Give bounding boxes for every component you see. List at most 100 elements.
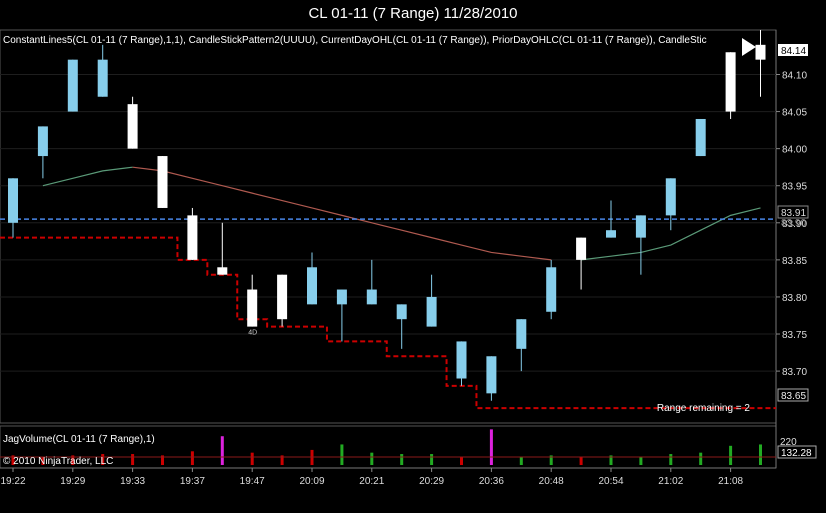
candle	[606, 200, 616, 238]
candle-body	[37, 126, 48, 157]
y-tick-label: 84.10	[782, 70, 807, 81]
candle	[247, 274, 258, 327]
volume-value-box	[777, 445, 817, 459]
price-y-axis: 84.10 84.05 84.00 83.95 83.90 83.85 83.80 83.75…	[776, 70, 807, 378]
low-line-label-box	[777, 388, 809, 402]
candle-body	[576, 237, 587, 260]
y-tick-label: 83.80	[782, 293, 807, 304]
volume-bar	[549, 455, 553, 465]
candle-body	[366, 289, 377, 305]
volume-bar	[370, 452, 374, 465]
volume-bar	[460, 456, 463, 465]
candle-body	[187, 215, 198, 260]
x-tick-label: 21:02	[658, 476, 683, 487]
y-tick-label: 84.05	[782, 108, 807, 119]
x-tick-label: 20:36	[479, 476, 504, 487]
x-tick-label: 20:21	[359, 476, 384, 487]
candle-body	[157, 156, 168, 208]
volume-bar	[609, 455, 613, 465]
volume-bar	[639, 456, 643, 465]
indicators-label: ConstantLines5(CL 01-11 (7 Range),1,1), …	[3, 35, 707, 46]
x-tick-label: 19:29	[60, 476, 85, 487]
candle-body	[456, 341, 467, 379]
x-tick-label: 20:48	[539, 476, 564, 487]
y-tick-label: 83.70	[782, 367, 807, 378]
candle	[97, 44, 108, 97]
moving-average	[42, 166, 761, 261]
volume-bar	[11, 455, 15, 465]
pattern-marker: 4D	[248, 330, 257, 337]
x-tick-label: 21:08	[718, 476, 743, 487]
volume-bar	[190, 451, 194, 465]
y-tick-label: 83.85	[782, 256, 807, 267]
current-day-low-line	[0, 236, 776, 410]
candle	[37, 126, 48, 179]
ma-segment-green	[581, 207, 761, 261]
candle	[426, 274, 437, 327]
y-tick-label: 84.00	[782, 145, 807, 156]
volume-value-label: 132.28	[781, 448, 812, 459]
candle	[336, 289, 347, 342]
volume-bar	[161, 455, 164, 465]
x-tick-label: 20:29	[419, 476, 444, 487]
candle-body	[725, 52, 736, 112]
candle	[635, 215, 646, 275]
candle-body	[97, 59, 108, 97]
volume-bar	[759, 444, 762, 465]
candle	[486, 356, 497, 401]
volume-label: JagVolume(CL 01-11 (7 Range),1)	[3, 434, 155, 445]
x-tick-label: 20:54	[598, 476, 623, 487]
volume-bar	[71, 455, 75, 465]
volume-bar	[430, 454, 434, 465]
volume-bar	[729, 445, 733, 465]
y-tick-label: 83.95	[782, 182, 807, 193]
candle	[456, 341, 467, 386]
volume-bar	[280, 455, 284, 465]
volume-bar	[489, 429, 493, 465]
candle	[127, 96, 138, 149]
candle-body	[665, 178, 676, 216]
volume-bar	[519, 456, 523, 465]
candle-body	[336, 289, 347, 305]
play-marker-icon[interactable]	[742, 38, 756, 56]
candle-body	[217, 267, 228, 275]
candle-body	[396, 304, 407, 320]
candle-body	[546, 267, 557, 312]
volume-panel-border	[0, 425, 777, 469]
volume-bar	[220, 436, 224, 465]
candle	[725, 52, 736, 119]
candle	[277, 274, 288, 327]
price-grid	[0, 73, 776, 372]
candle	[396, 304, 407, 349]
volume-bar	[250, 452, 254, 465]
candle-body	[516, 319, 527, 349]
candle	[576, 237, 587, 290]
copyright-label: © 2010 NinjaTrader, LLC	[3, 456, 113, 467]
candle	[755, 30, 766, 97]
last-price-box	[778, 44, 808, 56]
candle	[665, 178, 676, 231]
candle	[695, 118, 706, 157]
volume-bar	[699, 452, 703, 465]
chart-title: CL 01-11 (7 Range) 11/28/2010	[308, 5, 517, 22]
candle	[307, 252, 317, 305]
candles	[8, 30, 766, 401]
volume-bar	[131, 454, 135, 465]
candle	[157, 156, 168, 208]
candle	[546, 259, 557, 320]
candle-body	[67, 59, 78, 112]
candle-body	[486, 356, 497, 394]
x-tick-label: 19:22	[0, 476, 25, 487]
x-tick-label: 19:33	[120, 476, 145, 487]
volume-bar	[579, 456, 583, 465]
candle	[8, 178, 18, 238]
candle-body	[426, 296, 437, 327]
blue-line-label-box	[777, 205, 809, 219]
candle	[516, 319, 527, 372]
volume-bar	[101, 454, 105, 465]
blue-line-label: 83.91	[781, 208, 806, 219]
candle-body	[277, 274, 288, 320]
volume-bar	[41, 456, 45, 465]
